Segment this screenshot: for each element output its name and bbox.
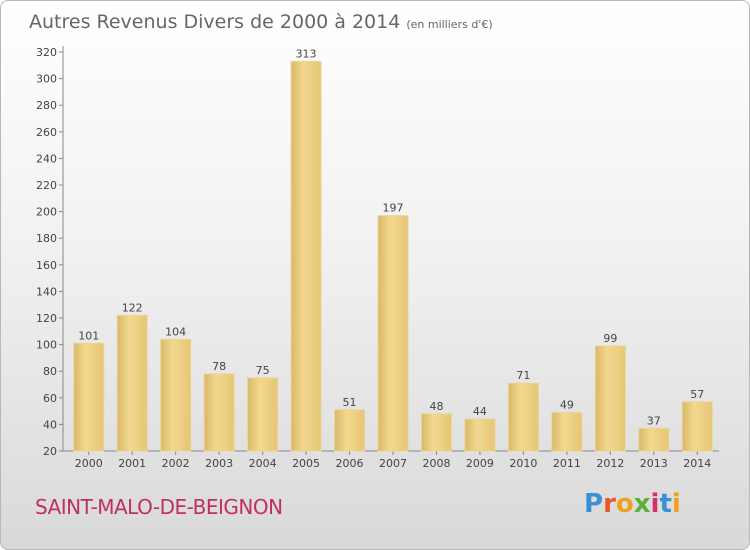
x-tick-label-2006: 2006	[336, 457, 364, 470]
y-tick-label: 280	[36, 99, 57, 112]
y-tick-label: 40	[43, 418, 57, 431]
x-tick-label-2000: 2000	[75, 457, 103, 470]
x-tick-label-2014: 2014	[683, 457, 711, 470]
x-tick-label-2011: 2011	[553, 457, 581, 470]
value-label-2006: 51	[343, 396, 357, 409]
x-tick-label-2012: 2012	[596, 457, 624, 470]
y-tick-label: 20	[43, 445, 57, 458]
value-label-2011: 49	[560, 398, 574, 411]
bar-2010	[507, 382, 539, 452]
bar-2008	[420, 413, 452, 452]
value-label-2005: 313	[296, 47, 317, 60]
bar-2013	[638, 427, 670, 452]
bar-2011	[551, 411, 583, 452]
value-label-2000: 101	[78, 329, 99, 342]
value-label-2010: 71	[516, 369, 530, 382]
value-label-2003: 78	[212, 360, 226, 373]
x-tick-label-2005: 2005	[292, 457, 320, 470]
bar-2003	[203, 373, 235, 452]
proxiti-logo: Proxiti	[584, 489, 681, 519]
x-tick-label-2010: 2010	[509, 457, 537, 470]
bar-2009	[464, 418, 496, 452]
value-label-2002: 104	[165, 325, 186, 338]
chart-title: Autres Revenus Divers de 2000 à 2014 (en …	[29, 11, 493, 33]
y-tick-label: 160	[36, 259, 57, 272]
logo-letter: P	[584, 489, 604, 519]
x-tick-label-2002: 2002	[162, 457, 190, 470]
chart-subtitle: (en milliers d'€)	[406, 18, 493, 31]
logo-letter: i	[650, 489, 660, 519]
logo-letter: r	[603, 489, 616, 519]
y-tick-label: 60	[43, 392, 57, 405]
logo-letter: x	[633, 489, 651, 519]
chart-title-text: Autres Revenus Divers de 2000 à 2014	[29, 11, 401, 33]
y-tick-label: 320	[36, 46, 57, 59]
bar-2012	[594, 345, 626, 452]
bar-2005	[290, 60, 322, 452]
bar-2006	[334, 409, 366, 452]
x-tick-label-2007: 2007	[379, 457, 407, 470]
value-label-2007: 197	[383, 202, 404, 215]
y-tick-label: 200	[36, 206, 57, 219]
y-tick-label: 300	[36, 73, 57, 86]
y-tick-label: 120	[36, 312, 57, 325]
y-tick-label: 260	[36, 126, 57, 139]
y-tick-label: 80	[43, 365, 57, 378]
bar-2004	[247, 377, 279, 452]
place-name: SAINT-MALO-DE-BEIGNON	[35, 495, 283, 519]
bar-2001	[116, 314, 148, 452]
value-label-2001: 122	[122, 301, 143, 314]
value-label-2004: 75	[256, 364, 270, 377]
value-label-2014: 57	[690, 388, 704, 401]
y-tick-label: 240	[36, 152, 57, 165]
y-tick-label: 220	[36, 179, 57, 192]
value-label-2013: 37	[647, 414, 661, 427]
bar-2002	[160, 338, 192, 452]
value-label-2012: 99	[603, 332, 617, 345]
logo-letter: o	[615, 489, 634, 519]
bar-2007	[377, 215, 409, 452]
bar-2014	[681, 401, 713, 452]
y-tick-label: 100	[36, 339, 57, 352]
y-tick-label: 180	[36, 232, 57, 245]
value-label-2009: 44	[473, 405, 487, 418]
x-tick-label-2013: 2013	[640, 457, 668, 470]
x-tick-label-2001: 2001	[118, 457, 146, 470]
x-tick-label-2008: 2008	[422, 457, 450, 470]
bar-2000	[73, 342, 105, 452]
x-tick-label-2004: 2004	[249, 457, 277, 470]
x-tick-label-2009: 2009	[466, 457, 494, 470]
value-label-2008: 48	[429, 400, 443, 413]
y-tick-label: 140	[36, 285, 57, 298]
x-tick-label-2003: 2003	[205, 457, 233, 470]
logo-letter: i	[671, 489, 681, 519]
logo-letter: t	[659, 489, 672, 519]
